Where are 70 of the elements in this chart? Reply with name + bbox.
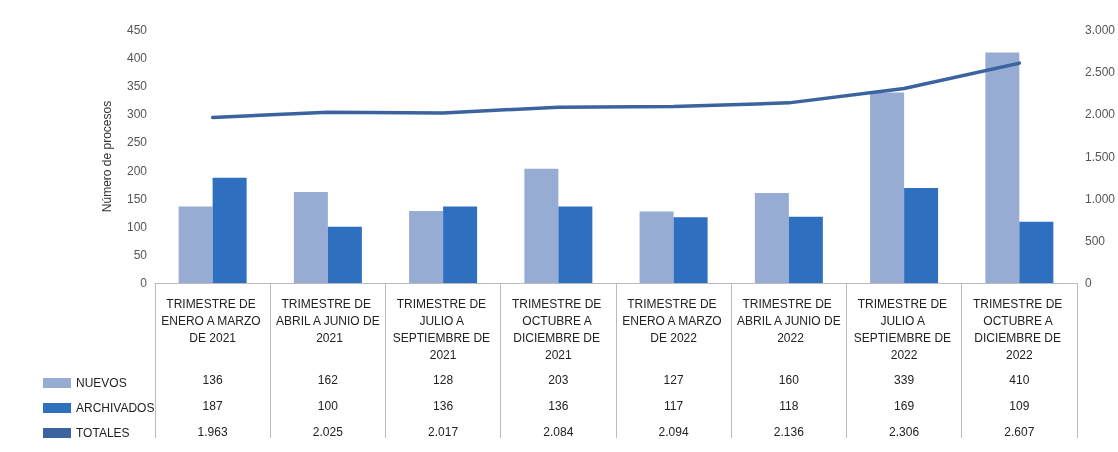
y-tick-label: 250 [126, 135, 148, 150]
bar [327, 226, 362, 283]
y2-tick-label: 2.500 [1084, 65, 1116, 80]
x-tick-label: TRIMESTRE DE OCTUBRE A DICIEMBRE DE 2021 [512, 296, 605, 362]
bar [904, 187, 939, 283]
data-label: 160 [778, 373, 800, 387]
data-label: 162 [317, 373, 339, 387]
data-label: 136 [433, 399, 454, 413]
data-label: 118 [779, 399, 799, 413]
y-tick-label: 50 [133, 247, 148, 262]
y2-tick-label: 0 [1084, 276, 1092, 290]
y2-tick-label: 3.000 [1084, 23, 1116, 37]
y-tick-label: 350 [126, 79, 148, 94]
y-tick-label: 0 [140, 276, 148, 290]
data-label: 2.136 [773, 425, 805, 439]
x-tick-label: TRIMESTRE DE ABRIL A JUNIO DE 2021 [276, 296, 380, 345]
bar [1019, 221, 1054, 283]
data-label: 136 [202, 373, 223, 387]
bar [639, 211, 674, 283]
x-tick-label: TRIMESTRE DE OCTUBRE A DICIEMBRE DE 2022 [973, 296, 1066, 362]
bar [443, 206, 478, 283]
bar [870, 92, 905, 283]
legend-label: ARCHIVADOS [76, 401, 155, 415]
bar [754, 193, 789, 283]
data-label: 2.607 [1004, 425, 1035, 439]
bar [409, 211, 444, 283]
data-label: 187 [202, 399, 223, 413]
y2-tick-label: 500 [1084, 233, 1106, 248]
data-label: 2.084 [543, 425, 574, 439]
y-tick-label: 450 [126, 23, 148, 37]
data-label: 128 [433, 373, 454, 387]
y-tick-label: 200 [126, 163, 148, 178]
bar [293, 191, 328, 283]
data-label: 109 [1009, 399, 1030, 413]
x-tick-label: TRIMESTRE DE JULIO A SEPTIEMBRE DE 2021 [392, 296, 494, 362]
y-tick-label: 400 [126, 51, 148, 66]
x-tick-label: TRIMESTRE DE ENERO A MARZO DE 2021 [161, 296, 264, 345]
bar [985, 52, 1020, 283]
bar [673, 217, 708, 283]
legend-label: NUEVOS [76, 376, 127, 390]
data-label: 2.025 [312, 425, 344, 439]
data-label: 339 [894, 373, 915, 387]
bar [788, 216, 823, 283]
data-label: 410 [1009, 373, 1030, 387]
data-label: 169 [894, 399, 915, 413]
data-label: 2.094 [658, 425, 689, 439]
bar [558, 206, 593, 283]
data-label: 117 [664, 399, 684, 413]
x-tick-label: TRIMESTRE DE ABRIL A JUNIO DE 2022 [737, 296, 841, 345]
y-tick-label: 150 [126, 191, 148, 206]
x-tick-label: TRIMESTRE DE JULIO A SEPTIEMBRE DE 2022 [853, 296, 955, 362]
x-tick-label: TRIMESTRE DE ENERO A MARZO DE 2022 [622, 296, 725, 345]
data-label: 1.963 [197, 425, 228, 439]
y2-tick-label: 1.500 [1084, 149, 1116, 164]
y2-tick-label: 1.000 [1084, 191, 1116, 206]
y-axis-title: Número de procesos [100, 100, 114, 213]
legend-label: TOTALES [76, 426, 130, 440]
y-tick-label: 300 [126, 107, 148, 122]
data-label: 2.306 [889, 425, 920, 439]
bar [178, 206, 213, 283]
data-label: 100 [317, 399, 339, 413]
data-label: 203 [548, 373, 569, 387]
data-label: 127 [663, 373, 684, 387]
bar [212, 177, 247, 283]
y-tick-label: 100 [126, 219, 148, 234]
line-series [210, 61, 1022, 120]
data-label: 136 [548, 399, 569, 413]
data-label: 2.017 [428, 425, 459, 439]
y2-tick-label: 2.000 [1084, 107, 1116, 122]
bar [524, 168, 559, 283]
